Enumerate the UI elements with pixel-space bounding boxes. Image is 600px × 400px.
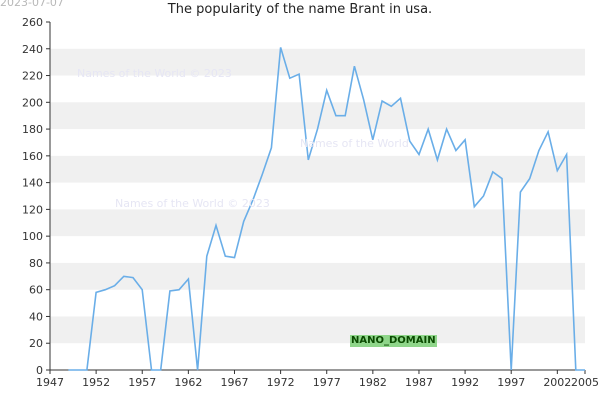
watermark: Names of the World <box>300 137 409 150</box>
y-tick-labels: 0 20 40 60 80 100 120 140 160 180 200 220 240 260 <box>22 16 50 377</box>
y-tick-label: 140 <box>22 177 43 190</box>
nano-domain-badge: NANO_DOMAIN <box>350 335 437 347</box>
chart-title: The popularity of the name Brant in usa. <box>167 2 433 17</box>
x-tick-label: 1947 <box>36 376 64 389</box>
grid-band <box>50 48 585 76</box>
y-tick-label: 120 <box>22 203 43 216</box>
date-stamp: 2023-07-07 <box>0 0 64 9</box>
axes <box>49 22 585 371</box>
x-tick-label: 1962 <box>174 376 202 389</box>
grid-band <box>50 102 585 130</box>
x-tick-label: 2002 <box>543 376 571 389</box>
y-tick-label: 180 <box>22 123 43 136</box>
grid-band <box>50 262 585 290</box>
x-tick-labels: 1947 1952 1957 1962 1967 1972 1977 1982 1987 1992… <box>36 370 599 389</box>
y-tick-label: 80 <box>29 257 43 270</box>
y-tick-label: 40 <box>29 310 43 323</box>
y-tick-label: 240 <box>22 43 43 56</box>
y-tick-label: 260 <box>22 16 43 29</box>
x-tick-label: 1957 <box>128 376 156 389</box>
x-tick-label: 1992 <box>451 376 479 389</box>
grid-band <box>50 209 585 237</box>
y-tick-label: 100 <box>22 230 43 243</box>
watermark: Names of the World © 2023 <box>115 197 270 210</box>
x-tick-label: 1952 <box>82 376 110 389</box>
x-tick-label: 2005 <box>571 376 599 389</box>
x-tick-label: 1972 <box>267 376 295 389</box>
x-tick-label: 1997 <box>497 376 525 389</box>
y-tick-label: 60 <box>29 284 43 297</box>
y-tick-label: 160 <box>22 150 43 163</box>
grid-band <box>50 155 585 183</box>
x-tick-label: 1967 <box>220 376 248 389</box>
grid-bands <box>50 48 585 344</box>
y-tick-label: 0 <box>36 364 43 377</box>
x-tick-label: 1982 <box>359 376 387 389</box>
y-tick-label: 20 <box>29 337 43 350</box>
grid-band <box>50 316 585 344</box>
watermark: Names of the World © 2023 <box>77 67 232 80</box>
y-tick-label: 220 <box>22 70 43 83</box>
x-tick-label: 1987 <box>405 376 433 389</box>
y-tick-label: 200 <box>22 96 43 109</box>
x-tick-label: 1977 <box>313 376 341 389</box>
series-line <box>68 47 585 371</box>
